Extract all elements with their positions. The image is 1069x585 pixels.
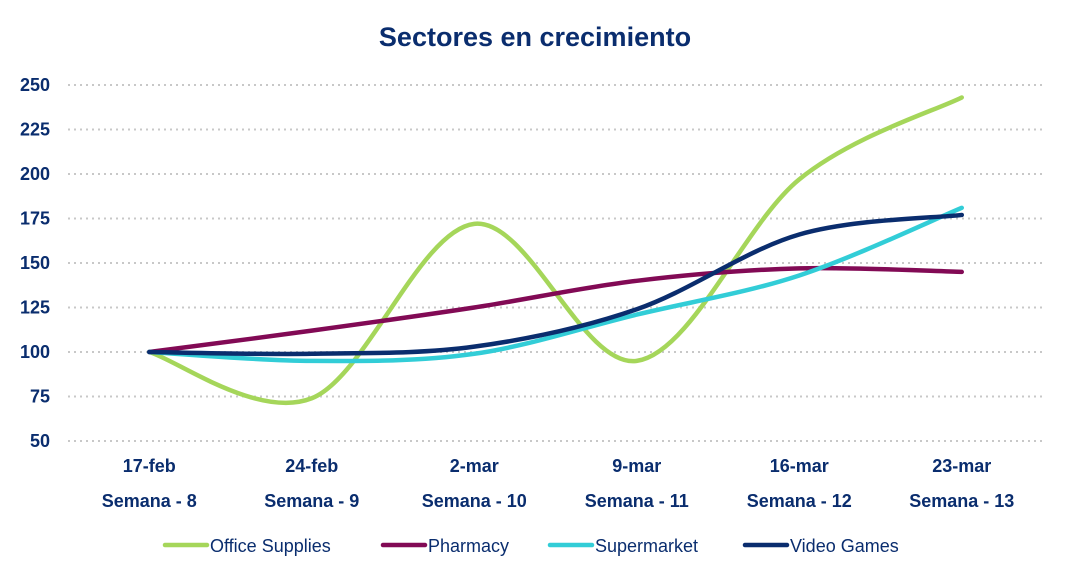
x-tick-sublabel: Semana - 10 bbox=[422, 491, 527, 511]
x-tick-sublabel: Semana - 11 bbox=[585, 491, 689, 511]
y-tick-label: 175 bbox=[20, 209, 50, 229]
x-tick-label: 23-mar bbox=[932, 456, 991, 476]
x-tick-sublabel: Semana - 8 bbox=[102, 491, 197, 511]
x-tick-label: 17-feb bbox=[123, 456, 176, 476]
x-tick-sublabel: Semana - 12 bbox=[747, 491, 852, 511]
x-tick-label: 2-mar bbox=[450, 456, 499, 476]
series-line-video-games bbox=[147, 212, 964, 357]
y-tick-label: 200 bbox=[20, 164, 50, 184]
x-tick-sublabel: Semana - 13 bbox=[909, 491, 1014, 511]
chart-title: Sectores en crecimiento bbox=[379, 22, 691, 52]
series-line-pharmacy bbox=[147, 265, 964, 355]
legend-label: Supermarket bbox=[595, 536, 698, 556]
x-tick-sublabel: Semana - 9 bbox=[264, 491, 359, 511]
y-tick-label: 250 bbox=[20, 75, 50, 95]
y-tick-label: 75 bbox=[30, 387, 50, 407]
x-tick-label: 16-mar bbox=[770, 456, 829, 476]
series-line-office-supplies bbox=[147, 95, 964, 406]
y-tick-label: 125 bbox=[20, 298, 50, 318]
legend-label: Pharmacy bbox=[428, 536, 509, 556]
y-tick-label: 100 bbox=[20, 342, 50, 362]
y-tick-label: 150 bbox=[20, 253, 50, 273]
legend-label: Office Supplies bbox=[210, 536, 331, 556]
y-tick-label: 225 bbox=[20, 120, 50, 140]
x-tick-label: 24-feb bbox=[285, 456, 338, 476]
y-tick-label: 50 bbox=[30, 431, 50, 451]
legend-label: Video Games bbox=[790, 536, 899, 556]
series-line-supermarket bbox=[147, 205, 964, 364]
x-tick-label: 9-mar bbox=[612, 456, 661, 476]
